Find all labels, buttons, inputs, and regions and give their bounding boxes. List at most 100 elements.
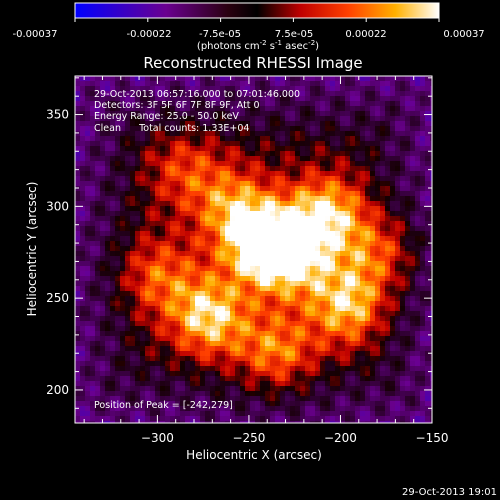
heatmap-cell	[390, 351, 396, 357]
heatmap-cell	[275, 186, 281, 192]
heatmap-cell	[255, 141, 261, 147]
heatmap-cell	[90, 126, 96, 132]
heatmap-cell	[200, 401, 206, 407]
heatmap-cell	[405, 256, 411, 262]
heatmap-cell	[75, 356, 81, 362]
heatmap-cell	[330, 346, 336, 352]
heatmap-cell	[200, 281, 206, 287]
heatmap-cell	[85, 381, 91, 387]
heatmap-cell	[335, 211, 341, 217]
heatmap-cell	[290, 241, 296, 247]
heatmap-cell	[285, 136, 291, 142]
heatmap-cell	[340, 121, 346, 127]
heatmap-cell	[430, 211, 432, 217]
heatmap-cell	[390, 176, 396, 182]
heatmap-cell	[140, 261, 146, 267]
heatmap-cell	[335, 116, 341, 122]
heatmap-cell	[365, 151, 371, 157]
heatmap-cell	[320, 356, 326, 362]
heatmap-cell	[375, 361, 381, 367]
heatmap-cell	[80, 146, 86, 152]
heatmap-cell	[380, 76, 386, 82]
heatmap-cell	[230, 241, 236, 247]
heatmap-cell	[220, 286, 226, 292]
heatmap-cell	[300, 351, 306, 357]
heatmap-cell	[115, 186, 121, 192]
heatmap-cell	[190, 151, 196, 157]
heatmap-cell	[260, 301, 266, 307]
heatmap-cell	[85, 331, 91, 337]
heatmap-cell	[160, 76, 166, 82]
heatmap-cell	[330, 311, 336, 317]
heatmap-cell	[285, 341, 291, 347]
heatmap-cell	[225, 201, 231, 207]
heatmap-cell	[140, 166, 146, 172]
heatmap-cell	[395, 396, 401, 402]
heatmap-cell	[295, 146, 301, 152]
heatmap-cell	[275, 391, 281, 397]
heatmap-cell	[155, 326, 161, 332]
heatmap-cell	[320, 156, 326, 162]
heatmap-cell	[155, 151, 161, 157]
heatmap-cell	[260, 111, 266, 117]
heatmap-cell	[215, 166, 221, 172]
heatmap-cell	[310, 176, 316, 182]
heatmap-cell	[330, 361, 336, 367]
heatmap-cell	[235, 186, 241, 192]
heatmap-cell	[385, 416, 391, 422]
heatmap-cell	[430, 196, 432, 202]
heatmap-cell	[75, 386, 81, 392]
heatmap-cell	[395, 316, 401, 322]
heatmap-cell	[140, 156, 146, 162]
heatmap-cell	[350, 411, 356, 417]
heatmap-cell	[270, 411, 276, 417]
heatmap-cell	[425, 356, 431, 362]
heatmap-cell	[255, 401, 261, 407]
heatmap-cell	[250, 211, 256, 217]
heatmap-cell	[195, 136, 201, 142]
heatmap-cell	[305, 341, 311, 347]
heatmap-cell	[200, 151, 206, 157]
heatmap-cell	[410, 396, 416, 402]
heatmap-cell	[195, 346, 201, 352]
heatmap-cell	[255, 411, 261, 417]
heatmap-cell	[340, 126, 346, 132]
heatmap-cell	[350, 156, 356, 162]
heatmap-cell	[290, 336, 296, 342]
heatmap-cell	[125, 291, 131, 297]
heatmap-cell	[285, 146, 291, 152]
heatmap-cell	[110, 116, 116, 122]
heatmap-cell	[300, 251, 306, 257]
heatmap-cell	[160, 296, 166, 302]
heatmap-cell	[225, 81, 231, 87]
heatmap-cell	[230, 346, 236, 352]
heatmap-cell	[80, 321, 86, 327]
heatmap-cell	[220, 226, 226, 232]
heatmap-cell	[375, 346, 381, 352]
heatmap-cell	[110, 86, 116, 92]
heatmap-cell	[95, 336, 101, 342]
heatmap-cell	[250, 116, 256, 122]
heatmap-cell	[260, 281, 266, 287]
heatmap-cell	[130, 226, 136, 232]
heatmap-cell	[355, 216, 361, 222]
heatmap-cell	[175, 196, 181, 202]
heatmap-cell	[385, 151, 391, 157]
heatmap-cell	[195, 171, 201, 177]
heatmap-cell	[360, 191, 366, 197]
heatmap-cell	[85, 421, 91, 423]
heatmap-cell	[355, 246, 361, 252]
heatmap-cell	[140, 76, 146, 82]
heatmap-cell	[245, 211, 251, 217]
heatmap-cell	[390, 286, 396, 292]
heatmap-cell	[250, 376, 256, 382]
heatmap-cell	[275, 146, 281, 152]
heatmap-cell	[385, 111, 391, 117]
heatmap-cell	[230, 246, 236, 252]
heatmap-cell	[160, 161, 166, 167]
heatmap-cell	[380, 336, 386, 342]
heatmap-cell	[385, 411, 391, 417]
heatmap-cell	[345, 136, 351, 142]
heatmap-cell	[365, 176, 371, 182]
heatmap-cell	[95, 306, 101, 312]
